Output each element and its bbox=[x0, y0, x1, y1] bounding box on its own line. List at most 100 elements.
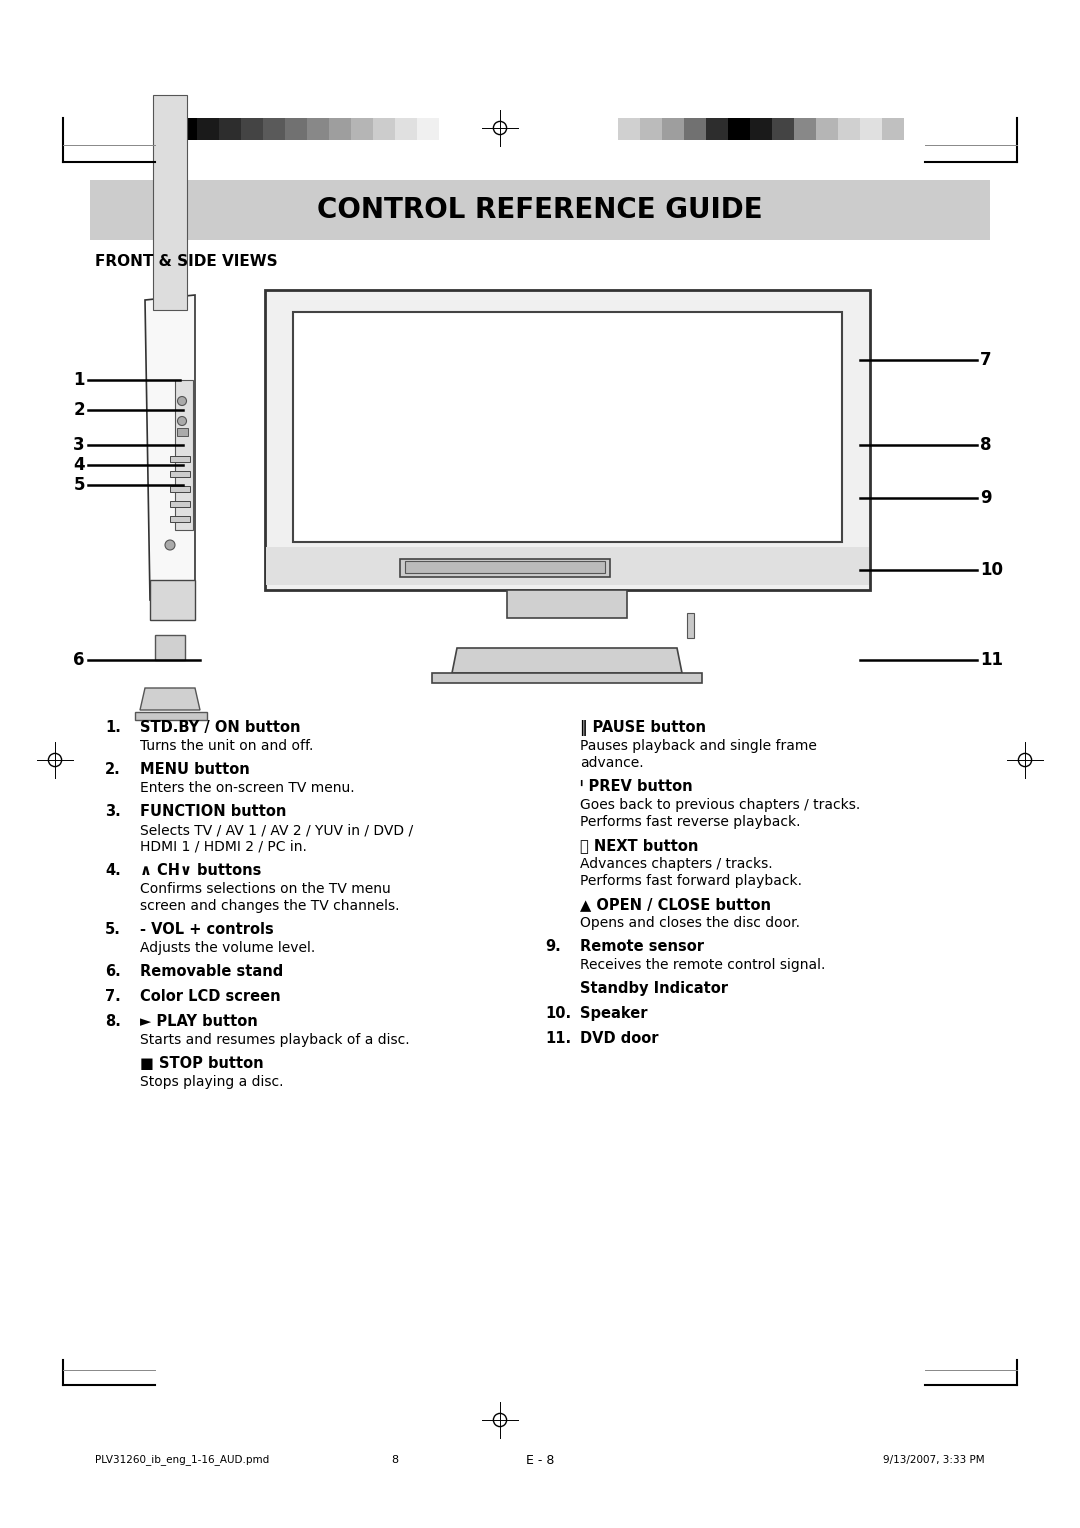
Bar bbox=[400, 559, 610, 578]
Text: ■ STOP button: ■ STOP button bbox=[140, 1056, 264, 1071]
Text: 4: 4 bbox=[73, 455, 85, 474]
Text: MENU button: MENU button bbox=[140, 762, 249, 778]
Bar bbox=[794, 118, 816, 141]
Bar bbox=[373, 118, 395, 141]
Text: Color LCD screen: Color LCD screen bbox=[140, 989, 281, 1004]
Text: 11.: 11. bbox=[545, 1031, 571, 1047]
Text: Remote sensor: Remote sensor bbox=[580, 940, 704, 953]
Text: 11: 11 bbox=[980, 651, 1003, 669]
Bar bbox=[750, 118, 772, 141]
Bar bbox=[860, 118, 882, 141]
Circle shape bbox=[177, 417, 187, 425]
Text: 4.: 4. bbox=[105, 863, 121, 879]
Text: 9/13/2007, 3:33 PM: 9/13/2007, 3:33 PM bbox=[883, 1455, 985, 1465]
Text: Performs fast forward playback.: Performs fast forward playback. bbox=[580, 874, 802, 888]
Bar bbox=[838, 118, 860, 141]
Polygon shape bbox=[432, 672, 702, 683]
Bar bbox=[170, 471, 190, 477]
Text: DVD door: DVD door bbox=[580, 1031, 659, 1047]
Text: Removable stand: Removable stand bbox=[140, 964, 283, 979]
Bar bbox=[405, 561, 605, 573]
Text: FRONT & SIDE VIEWS: FRONT & SIDE VIEWS bbox=[95, 255, 278, 269]
Text: 6.: 6. bbox=[105, 964, 121, 979]
Text: Standby Indicator: Standby Indicator bbox=[580, 981, 728, 996]
Text: Stops playing a disc.: Stops playing a disc. bbox=[140, 1076, 283, 1089]
Bar bbox=[170, 455, 190, 461]
Bar bbox=[293, 312, 842, 542]
Bar bbox=[170, 501, 190, 507]
Text: CONTROL REFERENCE GUIDE: CONTROL REFERENCE GUIDE bbox=[318, 196, 762, 225]
Text: ᑊ PREV button: ᑊ PREV button bbox=[580, 779, 692, 795]
Bar bbox=[197, 118, 219, 141]
Text: 10: 10 bbox=[980, 561, 1003, 579]
Bar bbox=[618, 118, 640, 141]
Bar bbox=[640, 118, 662, 141]
Text: 7: 7 bbox=[980, 351, 991, 368]
Bar bbox=[351, 118, 373, 141]
Text: 2: 2 bbox=[73, 400, 85, 419]
Text: 10.: 10. bbox=[545, 1005, 571, 1021]
Text: advance.: advance. bbox=[580, 756, 644, 770]
Bar bbox=[684, 118, 706, 141]
Bar bbox=[153, 95, 187, 310]
Text: Pauses playback and single frame: Pauses playback and single frame bbox=[580, 740, 816, 753]
Bar bbox=[241, 118, 264, 141]
Bar bbox=[285, 118, 307, 141]
Text: HDMI 1 / HDMI 2 / PC in.: HDMI 1 / HDMI 2 / PC in. bbox=[140, 840, 307, 854]
Text: PLV31260_ib_eng_1-16_AUD.pmd: PLV31260_ib_eng_1-16_AUD.pmd bbox=[95, 1455, 269, 1465]
Text: FUNCTION button: FUNCTION button bbox=[140, 804, 286, 819]
Text: 9: 9 bbox=[980, 489, 991, 507]
Text: Speaker: Speaker bbox=[580, 1005, 648, 1021]
Text: 6: 6 bbox=[73, 651, 85, 669]
Text: Starts and resumes playback of a disc.: Starts and resumes playback of a disc. bbox=[140, 1033, 409, 1047]
Bar bbox=[307, 118, 329, 141]
Bar bbox=[150, 581, 195, 620]
Text: Selects TV / AV 1 / AV 2 / YUV in / DVD /: Selects TV / AV 1 / AV 2 / YUV in / DVD … bbox=[140, 824, 414, 837]
Bar bbox=[706, 118, 728, 141]
Text: 2.: 2. bbox=[105, 762, 121, 778]
Text: 1.: 1. bbox=[105, 720, 121, 735]
Bar bbox=[438, 118, 461, 141]
Text: 8: 8 bbox=[980, 435, 991, 454]
Text: Performs fast reverse playback.: Performs fast reverse playback. bbox=[580, 814, 800, 830]
Circle shape bbox=[165, 539, 175, 550]
Text: Advances chapters / tracks.: Advances chapters / tracks. bbox=[580, 857, 772, 871]
Text: 1: 1 bbox=[73, 371, 85, 390]
Bar bbox=[417, 118, 438, 141]
Bar bbox=[687, 613, 694, 639]
Bar bbox=[175, 380, 193, 530]
Bar bbox=[175, 118, 197, 141]
Bar bbox=[264, 118, 285, 141]
Text: Confirms selections on the TV menu: Confirms selections on the TV menu bbox=[140, 882, 391, 895]
Text: Adjusts the volume level.: Adjusts the volume level. bbox=[140, 941, 315, 955]
Bar bbox=[266, 547, 869, 585]
Text: ∧ CH∨ buttons: ∧ CH∨ buttons bbox=[140, 863, 261, 879]
Bar bbox=[219, 118, 241, 141]
Text: ► PLAY button: ► PLAY button bbox=[140, 1015, 258, 1028]
Circle shape bbox=[177, 396, 187, 405]
Text: Enters the on-screen TV menu.: Enters the on-screen TV menu. bbox=[140, 781, 354, 795]
Text: - VOL + controls: - VOL + controls bbox=[140, 921, 273, 937]
Text: STD.BY / ON button: STD.BY / ON button bbox=[140, 720, 300, 735]
Text: 8.: 8. bbox=[105, 1015, 121, 1028]
Bar bbox=[177, 428, 188, 435]
Text: ᑋ NEXT button: ᑋ NEXT button bbox=[580, 837, 699, 853]
Polygon shape bbox=[135, 712, 207, 720]
Bar bbox=[395, 118, 417, 141]
Text: 3.: 3. bbox=[105, 804, 121, 819]
Text: Opens and closes the disc door.: Opens and closes the disc door. bbox=[580, 915, 800, 931]
Text: 3: 3 bbox=[73, 435, 85, 454]
Polygon shape bbox=[453, 648, 681, 672]
Bar bbox=[507, 590, 627, 617]
Text: 5: 5 bbox=[73, 477, 85, 494]
Text: 7.: 7. bbox=[105, 989, 121, 1004]
Bar bbox=[170, 486, 190, 492]
Polygon shape bbox=[140, 688, 200, 711]
Text: 8: 8 bbox=[391, 1455, 399, 1465]
Text: ▲ OPEN / CLOSE button: ▲ OPEN / CLOSE button bbox=[580, 897, 771, 912]
Text: 9.: 9. bbox=[545, 940, 561, 953]
Bar bbox=[662, 118, 684, 141]
Text: 5.: 5. bbox=[105, 921, 121, 937]
Bar bbox=[265, 290, 870, 590]
Polygon shape bbox=[145, 295, 195, 601]
